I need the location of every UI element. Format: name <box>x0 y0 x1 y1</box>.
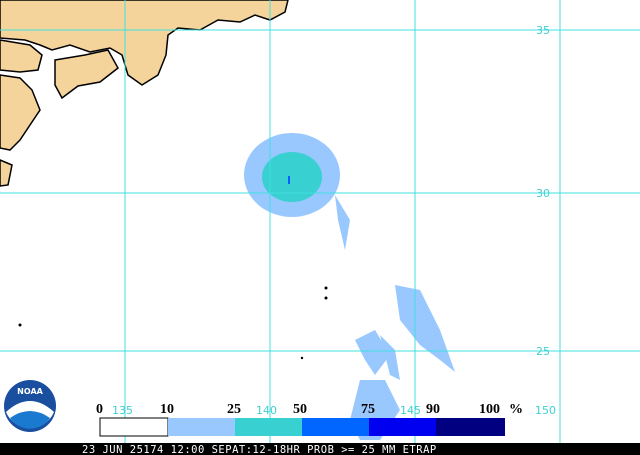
legend-label: 0 <box>96 402 103 417</box>
legend-label: 10 <box>160 402 174 417</box>
legend-unit: % <box>509 402 523 417</box>
footer-text: 23 JUN 25174 12:00 SEPAT:12-18HR PROB >=… <box>82 444 437 455</box>
land <box>0 0 289 187</box>
legend-label: 50 <box>293 402 307 417</box>
graticule <box>0 0 640 443</box>
legend: 0 10 25 50 75 90 100 % <box>96 402 523 437</box>
precip-areas <box>18 133 455 440</box>
lon-label: 145 <box>400 404 421 417</box>
legend-label: 100 <box>479 402 500 417</box>
logo-text: NOAA <box>17 387 43 396</box>
lon-label: 150 <box>535 404 556 417</box>
noaa-logo: NOAA <box>4 380 56 432</box>
lat-label: 30 <box>536 187 550 200</box>
legend-label: 25 <box>227 402 241 417</box>
footer-bar <box>0 443 640 455</box>
lat-label: 25 <box>536 345 550 358</box>
lon-label: 140 <box>256 404 277 417</box>
lat-label: 35 <box>536 24 550 37</box>
legend-label: 90 <box>426 402 440 417</box>
legend-label: 75 <box>361 402 375 417</box>
lon-label: 135 <box>112 404 133 417</box>
